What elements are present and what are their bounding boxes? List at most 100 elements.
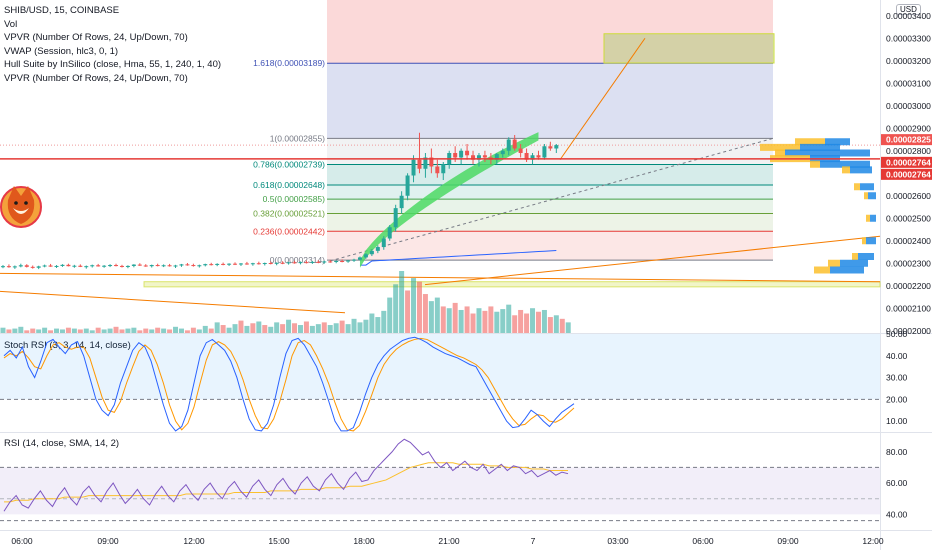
volume-bar [24, 330, 30, 333]
candle-body [149, 265, 154, 267]
volume-bar [488, 306, 494, 333]
volume-bar [321, 322, 327, 333]
candle-body [465, 150, 470, 156]
candle-body [185, 264, 190, 266]
volume-bar [345, 324, 351, 333]
volume-bar [452, 302, 458, 333]
volume-bar [363, 319, 369, 333]
candle-body [530, 155, 535, 160]
vpvr-down-bar [775, 149, 785, 157]
candle-body [494, 154, 499, 160]
candle-body [48, 265, 53, 267]
volume-bar [292, 323, 298, 333]
price-label-text: 0.00002764 [886, 169, 931, 179]
price-axis-label: 0.00002825 [881, 134, 932, 146]
indicator-vpvr-2[interactable]: VPVR (Number Of Rows, 24, Up/Down, 70) [4, 72, 188, 84]
volume-bar [553, 315, 559, 333]
volume-bar [173, 326, 179, 333]
volume-bar [518, 309, 524, 333]
vpvr-up-bar [825, 138, 850, 146]
fib-level-label: 1(0.00002855) [270, 133, 325, 143]
candle-body [268, 263, 273, 265]
volume-bar [59, 329, 65, 333]
candle-body [542, 146, 547, 158]
candle-body [137, 264, 142, 266]
price-axis-tick: 0.00003100 [886, 78, 931, 88]
candle-body [108, 265, 113, 267]
volume-bar [541, 309, 547, 333]
candle-body [78, 265, 83, 267]
indicator-vwap[interactable]: VWAP (Session, hlc3, 0, 1) [4, 45, 119, 57]
shib-logo [0, 186, 42, 228]
volume-bar [119, 329, 125, 333]
volume-bar [77, 329, 83, 333]
candle-body [506, 139, 511, 151]
price-axis-tick: 0.00002400 [886, 236, 931, 246]
vpvr-up-bar [858, 253, 874, 260]
price-axis-tick: 0.00002500 [886, 213, 931, 223]
candle-body [155, 265, 160, 267]
fib-zone [327, 184, 773, 200]
indicator-vol[interactable]: Vol [4, 18, 18, 30]
candle-body [24, 265, 29, 267]
volume-bar [565, 322, 571, 333]
volume-bar [202, 325, 208, 333]
currency-button[interactable]: USD [896, 4, 921, 15]
volume-bar [512, 315, 518, 333]
trend-line-dashed [329, 137, 774, 262]
volume-bar [268, 326, 274, 333]
candle-body [125, 265, 130, 267]
volume-bar [464, 306, 470, 333]
candle-body [399, 195, 404, 209]
volume-bar [196, 329, 202, 333]
volume-bar [125, 328, 131, 333]
candle-body [346, 260, 351, 262]
rsi-legend[interactable]: RSI (14, close, SMA, 14, 2) [4, 438, 120, 449]
trend-line [424, 235, 881, 286]
indicator-hull-suite[interactable]: Hull Suite by InSilico (close, Hma, 55, … [4, 59, 222, 70]
volume-bar [375, 317, 381, 333]
vpvr-down-bar [760, 143, 800, 151]
stoch-k-line [3, 336, 575, 432]
candle-body [119, 265, 124, 267]
candle-body [524, 153, 529, 160]
indicator-vpvr[interactable]: VPVR (Number Of Rows, 24, Up/Down, 70) [4, 32, 188, 43]
volume-bar [327, 325, 333, 333]
fib-zone-top [327, 0, 773, 64]
volume-bar [535, 311, 541, 333]
candle-body [274, 262, 279, 264]
candle-body [12, 266, 17, 268]
vpvr-up-bar [860, 183, 874, 191]
vpvr-down-bar [828, 259, 840, 267]
shib-logo-muzzle [13, 208, 29, 214]
vwap-line [359, 250, 557, 266]
vpvr-down-bar [852, 253, 858, 260]
fib-zone [327, 231, 773, 261]
vpvr-down-bar [862, 237, 866, 245]
vpvr-up-bar [830, 266, 864, 274]
volume-bar [428, 301, 434, 333]
stoch-rsi-legend[interactable]: Stoch RSI (3, 3, 14, 14, close) [4, 340, 131, 351]
shib-logo-face [7, 186, 35, 224]
vpvr-down-bar [866, 214, 870, 222]
candle-body [6, 266, 11, 268]
candle-body [66, 264, 71, 267]
candle-body [203, 264, 208, 266]
candle-body [476, 155, 481, 160]
volume-bar [18, 326, 24, 333]
candle-body [191, 265, 196, 267]
volume-bar [48, 330, 54, 333]
shib-logo-eye [14, 201, 18, 205]
volume-bar [95, 327, 101, 333]
candle-body [286, 262, 291, 264]
price-axis-tick: 0.00003000 [886, 101, 931, 111]
volume-bar [280, 324, 286, 333]
price-label-bg [881, 134, 932, 146]
volume-bar [12, 328, 18, 333]
volume-bar [357, 322, 363, 333]
support-zone [143, 281, 881, 288]
candle-body [233, 263, 238, 265]
volume-bar [232, 324, 238, 333]
candle-body [96, 265, 101, 267]
